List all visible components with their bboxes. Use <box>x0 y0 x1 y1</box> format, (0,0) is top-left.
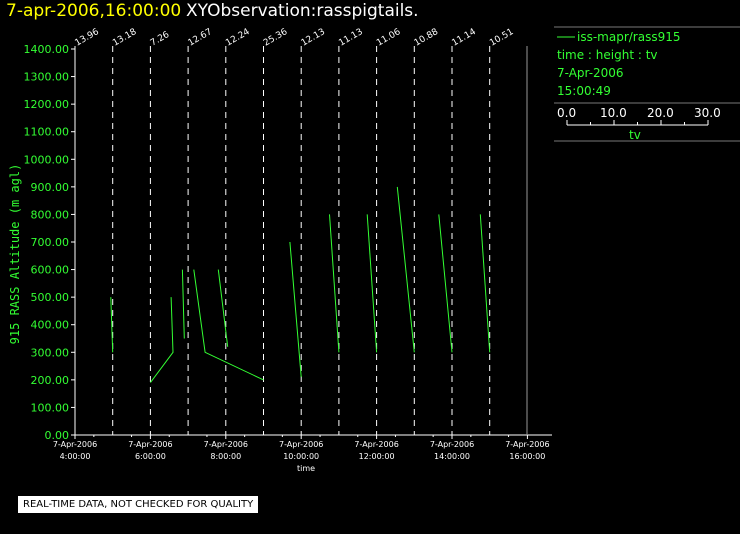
profile-label: 12.13 <box>300 27 327 49</box>
y-tick-label: 1300.00 <box>24 71 70 84</box>
y-tick-label: 700.00 <box>31 236 70 249</box>
x-tick-date: 7-Apr-2006 <box>505 440 549 449</box>
profile-label: 10.51 <box>488 27 515 49</box>
legend-time: 15:00:49 <box>557 84 611 98</box>
x-tick-date: 7-Apr-2006 <box>53 440 97 449</box>
profile-label: 10.88 <box>413 27 441 49</box>
rass-trace <box>289 241 302 378</box>
title-observation: XYObservation:rasspigtails. <box>186 1 419 21</box>
rass-trace <box>479 214 491 353</box>
x-tick-time: 16:00:00 <box>509 452 545 461</box>
x-tick-date: 7-Apr-2006 <box>279 440 323 449</box>
y-tick-label: 200.00 <box>31 374 70 387</box>
x-tick-time: 6:00:00 <box>135 452 166 461</box>
title-date: 7-apr-2006,16:00:00 <box>6 1 182 21</box>
y-axis-label: 915 RASS Altitude (m agl) <box>8 164 22 345</box>
rass-trace <box>396 186 415 353</box>
y-tick-label: 0.00 <box>45 429 70 442</box>
y-tick-label: 100.00 <box>31 401 70 414</box>
rass-trace <box>149 297 174 383</box>
rass-trace <box>181 269 185 339</box>
rass-trace <box>366 214 378 353</box>
x-tick-time: 8:00:00 <box>210 452 241 461</box>
profile-label: 12.24 <box>224 27 252 49</box>
rass-trace <box>217 269 229 347</box>
profile-label: 11.06 <box>375 27 403 49</box>
x-axis-label: time <box>297 464 315 473</box>
y-tick-label: 1100.00 <box>24 126 70 139</box>
rass-trace <box>329 214 340 353</box>
profile-label: 11.14 <box>451 27 479 49</box>
profile-label: 11.13 <box>337 27 364 49</box>
x-tick-date: 7-Apr-2006 <box>128 440 172 449</box>
x-tick-time: 12:00:00 <box>359 452 395 461</box>
legend-scale-label: tv <box>629 128 641 142</box>
profile-label: 13.96 <box>74 27 102 49</box>
y-tick-label: 1400.00 <box>24 43 70 56</box>
x-tick-date: 7-Apr-2006 <box>204 440 248 449</box>
profile-label: 13.18 <box>111 27 139 49</box>
y-tick-label: 600.00 <box>31 264 70 277</box>
x-tick-time: 14:00:00 <box>434 452 470 461</box>
y-tick-label: 500.00 <box>31 291 70 304</box>
x-tick-time: 10:00:00 <box>283 452 319 461</box>
profile-label: 12.67 <box>187 27 214 49</box>
y-tick-label: 900.00 <box>31 181 70 194</box>
profile-label: 7.26 <box>149 30 172 49</box>
x-tick-time: 4:00:00 <box>60 452 91 461</box>
y-tick-label: 1000.00 <box>24 153 70 166</box>
x-tick-date: 7-Apr-2006 <box>430 440 474 449</box>
legend-axes: time : height : tv <box>557 48 658 62</box>
y-tick-label: 800.00 <box>31 208 70 221</box>
legend-date: 7-Apr-2006 <box>557 66 624 80</box>
rass-trace <box>438 214 453 353</box>
y-tick-label: 1200.00 <box>24 98 70 111</box>
y-tick-label: 300.00 <box>31 346 70 359</box>
x-tick-date: 7-Apr-2006 <box>354 440 398 449</box>
rass-trace <box>193 269 264 381</box>
profile-label: 25.36 <box>262 27 290 49</box>
legend-series-name: iss-mapr/rass915 <box>577 30 681 44</box>
y-tick-label: 400.00 <box>31 319 70 332</box>
rass-trace <box>110 297 114 353</box>
quality-note: REAL-TIME DATA, NOT CHECKED FOR QUALITY <box>18 496 259 513</box>
